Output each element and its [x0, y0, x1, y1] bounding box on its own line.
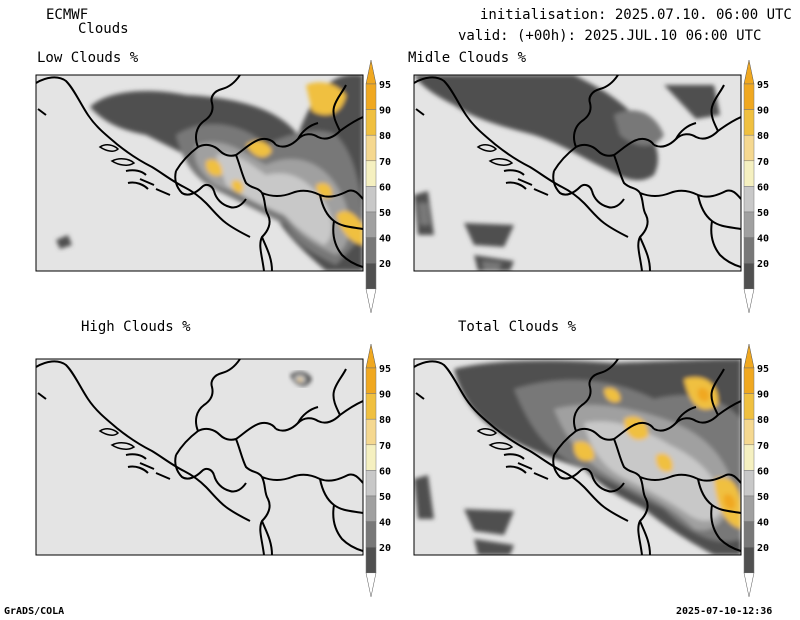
- colorbar-swatch: [743, 495, 755, 522]
- colorbar-swatch: [743, 262, 755, 290]
- colorbar-swatch: [743, 160, 755, 187]
- colorbar-swatch: [365, 186, 377, 213]
- colorbar-label: 60: [379, 182, 391, 193]
- colorbar-bottom-arrow: [743, 288, 755, 313]
- colorbar-swatch: [743, 237, 755, 264]
- footer-software: GrADS/COLA: [4, 606, 65, 617]
- colorbar-swatch: [365, 237, 377, 264]
- colorbar-label: 80: [379, 415, 391, 426]
- colorbar-top-arrow: [743, 343, 755, 369]
- colorbar-high: 95 90 80 70 60 50 40 20: [365, 343, 391, 597]
- colorbar-label: 60: [757, 182, 769, 193]
- colorbar-swatch: [743, 134, 755, 162]
- map-panel-mid: [413, 74, 742, 272]
- colorbar-label: 95: [757, 80, 769, 91]
- colorbar-label: 40: [757, 234, 769, 245]
- colorbar-swatch: [365, 418, 377, 446]
- colorbar-label: 70: [757, 441, 769, 452]
- panel-title-low: Low Clouds %: [37, 50, 139, 66]
- colorbar-swatch: [365, 262, 377, 290]
- colorbar-top-arrow: [365, 343, 377, 369]
- colorbar-swatch: [365, 211, 377, 238]
- footer-timestamp: 2025-07-10-12:36: [676, 606, 773, 617]
- colorbar-swatch: [365, 109, 377, 136]
- colorbar-label: 70: [757, 157, 769, 168]
- colorbar-label: 20: [757, 259, 769, 270]
- colorbar-swatch: [743, 470, 755, 497]
- colorbar-label: 50: [757, 208, 769, 219]
- colorbar-swatch: [743, 521, 755, 548]
- colorbar-top-arrow: [365, 59, 377, 85]
- map-panel-high: [35, 358, 364, 556]
- valid-time: valid: (+00h): 2025.JUL.10 06:00 UTC: [458, 28, 762, 44]
- panel-title-total: Total Clouds %: [458, 319, 577, 335]
- colorbar-low: 95 90 80 70 60 50 40 20: [365, 59, 391, 313]
- colorbar-swatch: [365, 444, 377, 471]
- colorbar-swatch: [365, 393, 377, 420]
- colorbar-top-arrow: [743, 59, 755, 85]
- colorbar-swatch: [743, 393, 755, 420]
- colorbar-label: 20: [757, 543, 769, 554]
- product-name: Clouds: [78, 21, 129, 37]
- colorbar-label: 20: [379, 543, 391, 554]
- colorbar-swatch: [743, 367, 755, 394]
- colorbar-swatch: [365, 470, 377, 497]
- init-time: initialisation: 2025.07.10. 06:00 UTC: [480, 7, 792, 23]
- colorbar-swatch: [365, 546, 377, 574]
- colorbar-label: 40: [757, 518, 769, 529]
- colorbar-swatch: [743, 546, 755, 574]
- colorbar-label: 40: [379, 234, 391, 245]
- colorbar-label: 60: [379, 466, 391, 477]
- colorbar-swatch: [743, 109, 755, 136]
- colorbar-label: 60: [757, 466, 769, 477]
- colorbar-label: 90: [757, 390, 769, 401]
- colorbar-label: 90: [379, 106, 391, 117]
- panel-title-mid: Midle Clouds %: [408, 50, 527, 66]
- colorbar-label: 70: [379, 157, 391, 168]
- colorbar-bottom-arrow: [365, 572, 377, 597]
- colorbar-swatch: [743, 186, 755, 213]
- colorbar-total: 95 90 80 70 60 50 40 20: [743, 343, 769, 597]
- map-panel-total: [413, 358, 742, 556]
- colorbar-label: 90: [379, 390, 391, 401]
- colorbars: 95 90 80 70 60 50 40 20 95 90 80 70 60 50 40 20 95 90 80 70…: [365, 59, 769, 597]
- colorbar-label: 80: [757, 131, 769, 142]
- colorbar-swatch: [743, 418, 755, 446]
- colorbar-label: 95: [757, 364, 769, 375]
- panel-title-high: High Clouds %: [81, 319, 191, 335]
- colorbar-swatch: [365, 521, 377, 548]
- colorbar-mid: 95 90 80 70 60 50 40 20: [743, 59, 769, 313]
- colorbar-swatch: [365, 367, 377, 394]
- colorbar-label: 90: [757, 106, 769, 117]
- colorbar-label: 95: [379, 364, 391, 375]
- colorbar-label: 20: [379, 259, 391, 270]
- colorbar-swatch: [365, 495, 377, 522]
- colorbar-label: 50: [757, 492, 769, 503]
- colorbar-label: 50: [379, 492, 391, 503]
- colorbar-label: 40: [379, 518, 391, 529]
- model-name: ECMWF: [46, 7, 89, 23]
- colorbar-swatch: [743, 444, 755, 471]
- colorbar-swatch: [365, 83, 377, 110]
- colorbar-swatch: [743, 211, 755, 238]
- colorbar-label: 80: [379, 131, 391, 142]
- colorbar-label: 70: [379, 441, 391, 452]
- colorbar-label: 95: [379, 80, 391, 91]
- colorbar-swatch: [365, 160, 377, 187]
- colorbar-bottom-arrow: [365, 288, 377, 313]
- map-panel-low: [35, 74, 364, 272]
- colorbar-label: 80: [757, 415, 769, 426]
- colorbar-swatch: [743, 83, 755, 110]
- colorbar-bottom-arrow: [743, 572, 755, 597]
- colorbar-label: 50: [379, 208, 391, 219]
- colorbar-swatch: [365, 134, 377, 162]
